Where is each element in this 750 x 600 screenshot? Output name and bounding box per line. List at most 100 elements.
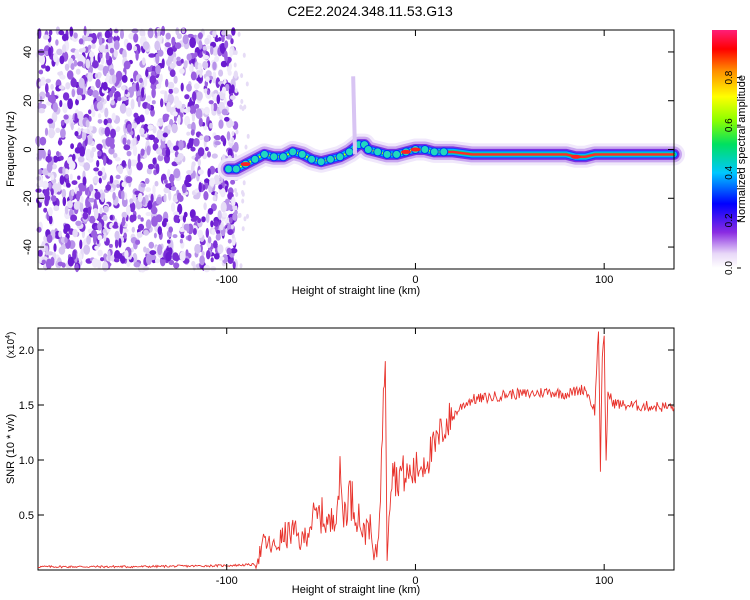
noise-speckle: [45, 83, 49, 94]
noise-speckle: [210, 45, 214, 56]
noise-speckle: [121, 211, 128, 219]
noise-speckle: [169, 69, 176, 77]
noise-speckle: [246, 133, 250, 139]
noise-speckle: [82, 176, 87, 186]
noise-speckle: [62, 196, 67, 207]
noise-speckle: [142, 102, 148, 109]
noise-speckle: [229, 217, 233, 224]
noise-speckle: [48, 127, 55, 139]
noise-speckle: [106, 94, 110, 102]
noise-speckle: [186, 53, 192, 61]
noise-speckle: [193, 138, 200, 147]
noise-speckle: [77, 53, 84, 63]
noise-speckle: [78, 252, 83, 263]
noise-speckle: [122, 137, 127, 145]
snr-panel: -100 0 100 0.5 1.0 1.5 2.0 Height of straight …: [5, 327, 675, 596]
noise-speckle: [152, 126, 157, 134]
noise-speckle: [163, 193, 167, 203]
noise-speckle: [64, 237, 68, 244]
noise-speckle: [232, 261, 236, 269]
noise-speckle: [65, 174, 69, 179]
noise-speckle: [87, 72, 93, 82]
y-tick-label: -20: [22, 190, 34, 206]
noise-speckle: [202, 184, 206, 191]
noise-speckle: [156, 83, 162, 90]
noise-speckle: [97, 150, 102, 157]
noise-speckle: [41, 259, 46, 265]
noise-speckle: [156, 122, 160, 127]
noise-speckle: [212, 29, 217, 38]
noise-speckle: [133, 261, 141, 268]
noise-speckle: [172, 234, 178, 239]
noise-speckle: [245, 81, 249, 87]
snr-y-unit: (x104): [5, 332, 17, 359]
noise-speckle: [180, 234, 185, 239]
x-tick-label: 0: [412, 274, 418, 286]
noise-speckle: [91, 109, 96, 118]
noise-speckle: [148, 53, 156, 58]
noise-speckle: [116, 184, 120, 188]
noise-speckle: [113, 179, 120, 186]
colorbar-gradient: [712, 30, 737, 268]
snr-y-axis-label: SNR (10 * v/v): [5, 414, 17, 484]
noise-speckle: [231, 27, 236, 36]
noise-speckle: [79, 201, 84, 213]
noise-speckle: [218, 119, 224, 129]
noise-speckle: [98, 44, 106, 53]
y-tick-label: 2.0: [19, 345, 34, 357]
noise-speckle: [145, 69, 149, 78]
noise-speckle: [93, 175, 99, 184]
noise-speckle: [55, 39, 59, 46]
noise-speckle: [202, 46, 207, 51]
noise-speckle: [221, 35, 225, 42]
noise-speckle: [65, 82, 71, 90]
noise-speckle: [210, 257, 214, 263]
noise-speckle: [218, 69, 224, 77]
colorbar-ticks: 0.0 0.2 0.4 0.6 0.8: [724, 70, 741, 275]
noise-speckle: [88, 156, 94, 163]
noise-speckle: [230, 179, 236, 185]
noise-speckle: [147, 124, 154, 131]
figure-title: C2E2.2024.348.11.53.G13: [287, 3, 453, 19]
noise-speckle: [70, 78, 77, 88]
noise-speckle: [240, 99, 244, 104]
noise-speckle: [152, 202, 156, 213]
noise-speckle: [133, 33, 139, 43]
noise-speckle: [57, 181, 62, 192]
noise-speckle: [202, 61, 209, 70]
signal-blob: [382, 149, 392, 159]
noise-speckle: [102, 214, 108, 222]
noise-speckle: [231, 196, 236, 207]
noise-speckle: [113, 35, 120, 43]
noise-speckle: [213, 174, 220, 185]
noise-speckle: [75, 220, 82, 226]
noise-speckle: [142, 41, 150, 50]
noise-speckle: [116, 126, 121, 132]
noise-speckle: [203, 106, 210, 115]
noise-speckle: [52, 102, 58, 113]
noise-speckle: [242, 180, 246, 186]
noise-speckle: [166, 47, 174, 56]
noise-speckle: [213, 240, 218, 249]
noise-speckle: [227, 229, 234, 236]
noise-speckle: [46, 162, 53, 173]
noise-speckle: [135, 239, 141, 245]
noise-speckle: [81, 132, 87, 141]
noise-speckle: [41, 64, 46, 69]
noise-speckle: [198, 117, 203, 127]
y-tick-label: 1.5: [19, 400, 34, 412]
noise-speckle: [155, 64, 161, 75]
noise-speckle: [112, 192, 116, 201]
noise-speckle: [164, 90, 168, 102]
noise-speckle: [241, 191, 245, 197]
noise-speckle: [121, 181, 127, 188]
noise-speckle: [75, 68, 81, 75]
noise-speckle: [155, 53, 160, 65]
signal-blob: [392, 149, 402, 159]
noise-speckle: [164, 179, 168, 184]
noise-speckle: [57, 71, 63, 76]
noise-speckle: [143, 76, 148, 87]
noise-speckle: [109, 68, 115, 76]
noise-speckle: [70, 143, 74, 150]
